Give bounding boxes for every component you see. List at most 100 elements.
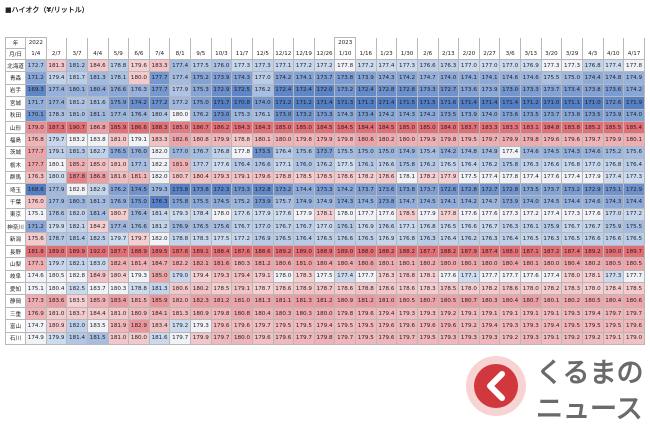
price-cell: 173.0 xyxy=(272,108,295,122)
price-cell: 179.4 xyxy=(190,269,212,284)
price-cell: 172.4 xyxy=(293,83,315,98)
price-cell: 178.8 xyxy=(231,133,253,147)
price-cell: 176.9 xyxy=(169,220,191,234)
price-cell: 179.9 xyxy=(416,133,439,147)
table-title: ■ハイオク（¥/リットル） xyxy=(5,6,89,14)
price-cell: 177.2 xyxy=(231,232,253,246)
price-cell: 182.9 xyxy=(86,182,109,197)
data-row: 富山 174.7 180.9 182.0 183.5 181.9 182.9 183.4 179… xyxy=(5,319,645,333)
price-cell: 178.6 xyxy=(396,282,418,296)
price-cell: 176.6 xyxy=(375,158,398,172)
price-cell: 177.5 xyxy=(334,158,356,172)
price-cell: 179.7 xyxy=(107,232,130,246)
price-cell: 180.5 xyxy=(396,294,418,308)
price-cell: 178.0 xyxy=(581,282,604,296)
price-cell: 174.2 xyxy=(375,108,398,122)
price-cell: 176.3 xyxy=(499,220,521,234)
price-cell: 180.4 xyxy=(190,170,212,184)
price-cell: 174.8 xyxy=(602,71,625,85)
price-cell: 171.6 xyxy=(437,96,460,110)
price-cell: 183.5 xyxy=(86,319,109,333)
header-cell: 年 xyxy=(5,37,26,49)
price-cell: 178.4 xyxy=(190,207,212,222)
price-cell: 177.0 xyxy=(602,207,625,222)
price-cell: 180.4 xyxy=(499,294,521,308)
price-cell: 186.7 xyxy=(190,120,212,135)
price-cell: 177.3 xyxy=(561,58,583,73)
price-cell: 176.5 xyxy=(437,220,460,234)
price-cell: 181.6 xyxy=(107,170,130,184)
price-cell: 177.2 xyxy=(520,207,542,222)
price-cell: 177.0 xyxy=(251,71,274,85)
prefecture-cell: 山梨 xyxy=(5,257,26,271)
price-cell: 176.4 xyxy=(128,108,150,122)
price-cell: 182.4 xyxy=(107,257,130,271)
price-cell: 173.3 xyxy=(231,182,253,197)
price-cell: 177.4 xyxy=(45,96,68,110)
price-cell: 184.7 xyxy=(148,257,171,271)
price-cell: 182.1 xyxy=(66,257,88,271)
price-cell: 173.6 xyxy=(602,83,625,98)
price-cell: 177.2 xyxy=(148,96,171,110)
price-cell: 180.2 xyxy=(416,257,439,271)
price-cell: 179.3 xyxy=(210,170,233,184)
price-cell: 180.9 xyxy=(334,294,356,308)
price-cell: 174.3 xyxy=(561,145,583,160)
price-cell: 179.6 xyxy=(210,319,233,333)
price-cell: 181.0 xyxy=(107,133,130,147)
price-cell: 177.3 xyxy=(251,58,274,73)
prefecture-cell: 愛知 xyxy=(5,282,26,296)
price-cell: 179.0 xyxy=(25,120,47,135)
price-cell: 177.4 xyxy=(375,58,398,73)
price-cell: 179.2 xyxy=(499,331,521,346)
price-cell: 180.0 xyxy=(313,306,336,321)
price-cell: 178.0 xyxy=(520,282,542,296)
price-cell: 177.4 xyxy=(45,83,68,98)
price-cell: 189.7 xyxy=(623,244,645,259)
price-cell: 188.0 xyxy=(355,244,377,259)
price-cell: 174.0 xyxy=(520,195,542,209)
price-cell: 175.1 xyxy=(25,207,47,222)
price-cell: 173.7 xyxy=(540,108,563,122)
prefecture-cell: 長野 xyxy=(5,244,26,259)
price-cell: 176.5 xyxy=(107,145,130,160)
year-cell xyxy=(148,37,171,49)
price-cell: 180.0 xyxy=(478,257,501,271)
price-cell: 179.3 xyxy=(169,207,191,222)
price-cell: 184.8 xyxy=(540,120,563,135)
price-cell: 180.1 xyxy=(251,133,274,147)
price-cell: 172.6 xyxy=(437,182,460,197)
year-cell xyxy=(272,37,295,49)
price-cell: 184.1 xyxy=(148,306,171,321)
price-cell: 176.1 xyxy=(355,158,377,172)
price-cell: 183.3 xyxy=(148,133,171,147)
price-cell: 177.8 xyxy=(437,207,460,222)
price-cell: 178.6 xyxy=(375,170,398,184)
price-cell: 176.6 xyxy=(375,220,398,234)
price-cell: 179.3 xyxy=(128,269,150,284)
price-cell: 180.0 xyxy=(396,133,418,147)
price-cell: 178.3 xyxy=(45,108,68,122)
price-cell: 187.7 xyxy=(416,244,439,259)
price-cell: 173.9 xyxy=(251,195,274,209)
price-cell: 173.5 xyxy=(581,108,604,122)
prefecture-cell: 北海道 xyxy=(5,58,26,73)
price-cell: 190.0 xyxy=(602,244,625,259)
price-cell: 174.8 xyxy=(458,145,480,160)
price-cell: 174.6 xyxy=(581,145,604,160)
price-cell: 190.7 xyxy=(66,120,88,135)
price-cell: 176.1 xyxy=(334,220,356,234)
price-cell: 183.1 xyxy=(520,120,542,135)
price-cell: 179.6 xyxy=(251,331,274,346)
price-cell: 177.4 xyxy=(602,170,625,184)
price-cell: 179.3 xyxy=(210,269,233,284)
price-cell: 177.7 xyxy=(190,158,212,172)
price-cell: 180.2 xyxy=(190,282,212,296)
price-cell: 177.4 xyxy=(540,207,563,222)
price-cell: 172.4 xyxy=(272,83,295,98)
year-cell xyxy=(478,37,501,49)
price-cell: 176.6 xyxy=(334,232,356,246)
price-cell: 185.5 xyxy=(602,120,625,135)
prefecture-cell: 福島 xyxy=(5,133,26,147)
price-cell: 176.5 xyxy=(561,232,583,246)
